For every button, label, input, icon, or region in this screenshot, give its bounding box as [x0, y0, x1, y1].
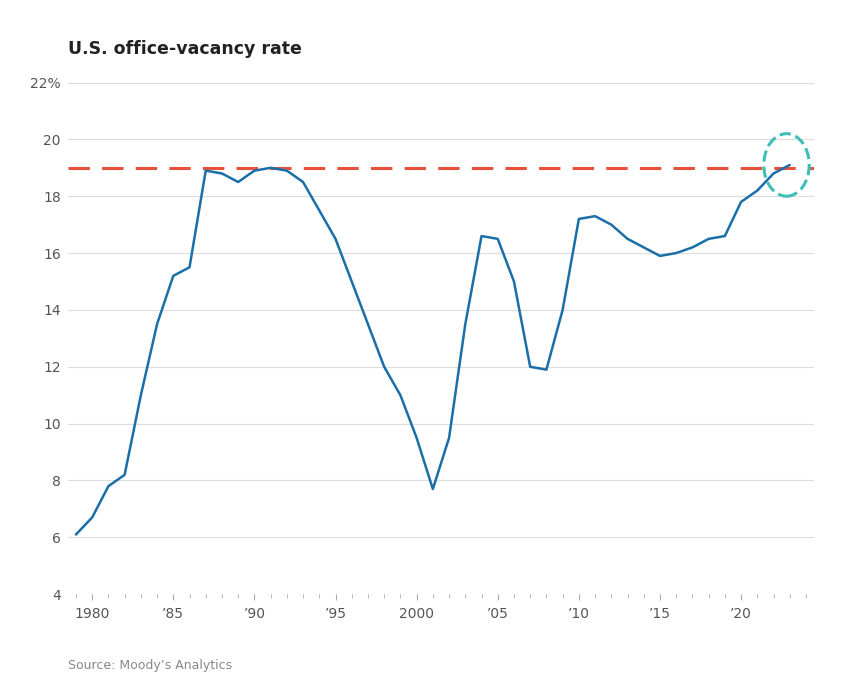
Text: U.S. office-vacancy rate: U.S. office-vacancy rate — [68, 40, 302, 59]
Text: Source: Moody’s Analytics: Source: Moody’s Analytics — [68, 659, 232, 672]
